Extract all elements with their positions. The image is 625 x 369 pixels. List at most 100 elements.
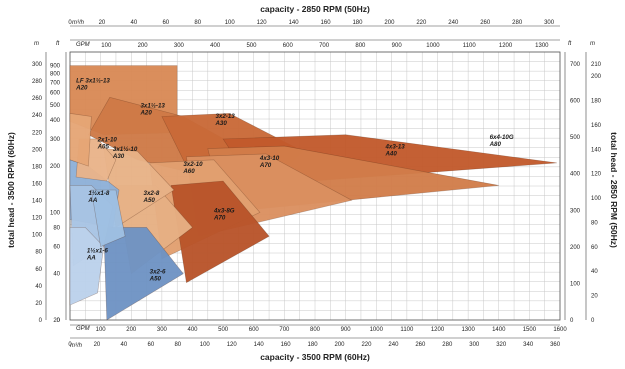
left-ft-tick-label: 80 <box>53 225 60 231</box>
top-m3h-tick-label: 220 <box>416 20 427 26</box>
left-ft-tick-label: 600 <box>50 91 61 97</box>
top-axis-title: capacity - 2850 RPM (50Hz) <box>260 4 370 14</box>
top-gpm-tick-label: 700 <box>319 43 330 49</box>
bottom-gpm-tick-label: 800 <box>310 327 321 333</box>
left-ft-tick-label: 300 <box>50 137 61 143</box>
bottom-gpm-tick-label: 1100 <box>400 327 414 333</box>
top-gpm-tick-label: 200 <box>138 43 149 49</box>
left-axis-title: total head - 3500 RPM (60Hz) <box>6 132 16 248</box>
bottom-m3h-unit: m³/h <box>70 343 83 349</box>
pump-frame-label: A20 <box>139 110 152 117</box>
left-ft-tick-label: 60 <box>53 245 60 251</box>
left-m-tick-label: 60 <box>35 267 42 273</box>
top-m3h-tick-label: 180 <box>352 20 363 26</box>
left-ft-tick-label: 20 <box>53 318 60 324</box>
pump-model-label: 3x2-6 <box>150 269 166 276</box>
right-m-tick-label: 20 <box>591 294 598 300</box>
top-gpm-tick-label: 800 <box>355 43 366 49</box>
bottom-gpm-tick-label: 1000 <box>370 327 384 333</box>
pump-region <box>69 227 105 306</box>
bottom-m3h-tick-label: 40 <box>121 342 128 348</box>
bottom-m3h-tick-label: 300 <box>469 342 480 348</box>
pump-model-label: 1½x1-8 <box>88 190 110 197</box>
top-m3h-tick-label: 140 <box>289 20 300 26</box>
top-m3h-tick-label: 60 <box>162 20 169 26</box>
pump-frame-label: A05 <box>97 143 110 150</box>
bottom-gpm-tick-label: 300 <box>157 327 168 333</box>
bottom-m3h-tick-label: 260 <box>415 342 426 348</box>
pump-frame-label: A30 <box>112 153 125 160</box>
left-m-tick-label: 280 <box>32 79 43 85</box>
bottom-gpm-tick-label: 500 <box>218 327 229 333</box>
pump-frame-label: A20 <box>75 84 88 91</box>
left-m-tick-label: 80 <box>35 250 42 256</box>
bottom-gpm-tick-label: 400 <box>187 327 198 333</box>
pump-labels: LF 3x1½-13A203x1½-13A203x2-13A306x4-10GA… <box>75 77 514 282</box>
axes: 100 200 300 400 500 600 700 800 900 1000 1100 1200 1… <box>32 20 602 348</box>
bottom-gpm-tick-label: 1300 <box>461 327 475 333</box>
left-ft-tick-label: 100 <box>50 210 61 216</box>
pump-model-label: 4x3-8G <box>213 207 235 214</box>
right-m-tick-label: 0 <box>591 318 595 324</box>
pump-frame-label: A40 <box>384 151 397 158</box>
pump-model-label: 2x1-10 <box>97 136 118 143</box>
top-m3h-tick-label: 260 <box>480 20 491 26</box>
pump-frame-label: AA <box>86 254 96 261</box>
pump-region <box>69 113 92 167</box>
bottom-m3h-tick-label: 80 <box>174 342 181 348</box>
bottom-m3h-tick-label: 20 <box>94 342 101 348</box>
right-axis-title: total head - 2850 RPM (50Hz) <box>609 132 619 248</box>
top-m3h-tick-label: 120 <box>257 20 268 26</box>
bottom-m3h-tick-label: 200 <box>334 342 345 348</box>
top-gpm-tick-label: 1100 <box>463 43 477 49</box>
left-ft-tick-label: 400 <box>50 118 61 124</box>
pump-frame-label: A50 <box>149 276 162 283</box>
left-ft-tick-label: 800 <box>50 71 61 77</box>
pump-frame-label: A70 <box>259 162 272 169</box>
bottom-axis-title: capacity - 3500 RPM (60Hz) <box>260 352 370 362</box>
pump-model-label: 4x3-13 <box>384 144 405 151</box>
left-m-tick-label: 140 <box>32 199 43 205</box>
pump-model-label: 1½x1-6 <box>87 247 109 254</box>
top-m3h-tick-label: 80 <box>194 20 201 26</box>
left-ft-tick-label: 200 <box>50 164 61 170</box>
pump-model-label: 3x2-13 <box>215 113 235 120</box>
pump-model-label: LF 3x1½-13 <box>76 77 110 84</box>
right-m-tick-label: 210 <box>591 62 602 68</box>
right-m-tick-label: 40 <box>591 269 598 275</box>
right-m-tick-label: 120 <box>591 172 602 178</box>
bottom-gpm-tick-label: 700 <box>279 327 290 333</box>
pump-model-label: 6x4-10G <box>490 134 514 141</box>
pump-region <box>91 189 126 248</box>
right-m-unit: m <box>590 41 595 47</box>
top-m3h-tick-label: 240 <box>448 20 459 26</box>
top-m3h-tick-label: 300 <box>544 20 555 26</box>
left-m-tick-label: 300 <box>32 62 43 68</box>
left-ft-tick-label: 500 <box>50 103 61 109</box>
right-ft-tick-label: 400 <box>570 172 581 178</box>
right-m-tick-label: 140 <box>591 147 602 153</box>
left-m-tick-label: 240 <box>32 113 43 119</box>
bottom-m3h-tick-label: 220 <box>361 342 372 348</box>
pump-frame-label: A30 <box>214 120 227 127</box>
bottom-gpm-tick-label: 900 <box>341 327 352 333</box>
bottom-m3h-tick-label: 360 <box>550 342 561 348</box>
bottom-gpm-unit: GPM <box>76 326 90 332</box>
right-m-tick-label: 60 <box>591 245 598 251</box>
left-m-tick-label: 260 <box>32 96 43 102</box>
bottom-gpm-tick-label: 1200 <box>431 327 445 333</box>
pump-frame-label: A70 <box>213 214 226 221</box>
top-gpm-tick-label: 500 <box>246 43 257 49</box>
top-m3h-tick-label: 200 <box>384 20 395 26</box>
left-m-tick-label: 200 <box>32 147 43 153</box>
bottom-m3h-tick-label: 340 <box>523 342 534 348</box>
left-m-tick-label: 180 <box>32 164 43 170</box>
pump-frame-label: A60 <box>182 168 195 175</box>
bottom-m3h-tick-label: 320 <box>496 342 507 348</box>
pump-model-label: 3x2-8 <box>144 190 160 197</box>
pump-model-label: 3x2-10 <box>183 161 203 168</box>
pump-frame-label: A80 <box>489 141 502 148</box>
right-m-tick-label: 100 <box>591 196 602 202</box>
left-ft-tick-label: 40 <box>53 272 60 278</box>
